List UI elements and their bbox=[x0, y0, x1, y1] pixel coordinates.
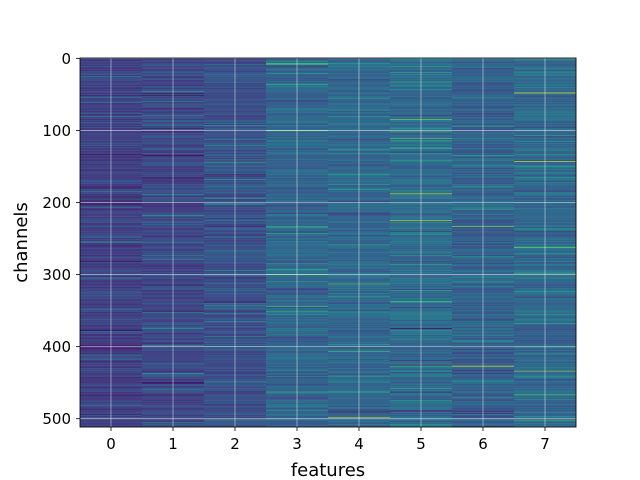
heatmap-cells bbox=[80, 58, 577, 428]
y-tick-label: 500 bbox=[42, 410, 71, 428]
y-tick-label: 0 bbox=[61, 50, 71, 68]
y-axis-ticks: 0 100 200 300 400 500 bbox=[42, 50, 80, 428]
x-tick-label: 5 bbox=[416, 435, 426, 453]
grid-lines bbox=[80, 57, 576, 427]
x-tick-label: 1 bbox=[168, 435, 178, 453]
y-tick-label: 300 bbox=[42, 266, 71, 284]
y-axis-label: channels bbox=[11, 202, 32, 283]
x-tick-label: 3 bbox=[292, 435, 302, 453]
x-tick-label: 7 bbox=[540, 435, 550, 453]
plot-frame bbox=[79, 57, 577, 428]
x-tick-label: 0 bbox=[106, 435, 116, 453]
y-tick-label: 100 bbox=[42, 122, 71, 140]
x-axis-ticks: 0 1 2 3 4 5 6 7 bbox=[106, 427, 550, 453]
y-tick-label: 200 bbox=[42, 194, 71, 212]
x-tick-label: 6 bbox=[478, 435, 488, 453]
y-tick-label: 400 bbox=[42, 338, 71, 356]
x-tick-label: 4 bbox=[354, 435, 364, 453]
x-tick-label: 2 bbox=[230, 435, 240, 453]
x-axis-label: features bbox=[291, 460, 365, 480]
